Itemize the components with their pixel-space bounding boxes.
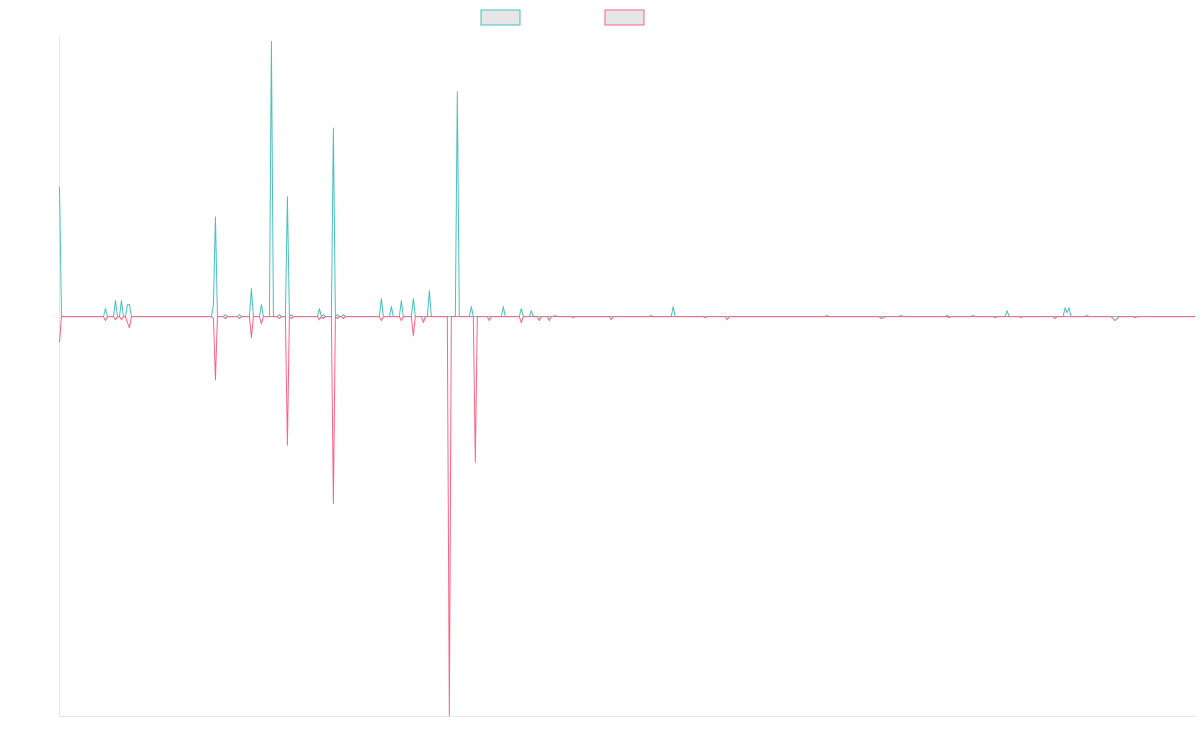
legend: [480, 9, 645, 26]
series-group: [59, 40, 1195, 717]
series-line-1: [59, 40, 1195, 318]
series-line-2: [59, 316, 1195, 717]
legend-swatch-series-1[interactable]: [480, 9, 521, 26]
axes: [59, 37, 1195, 717]
legend-swatch-series-2[interactable]: [604, 9, 645, 26]
